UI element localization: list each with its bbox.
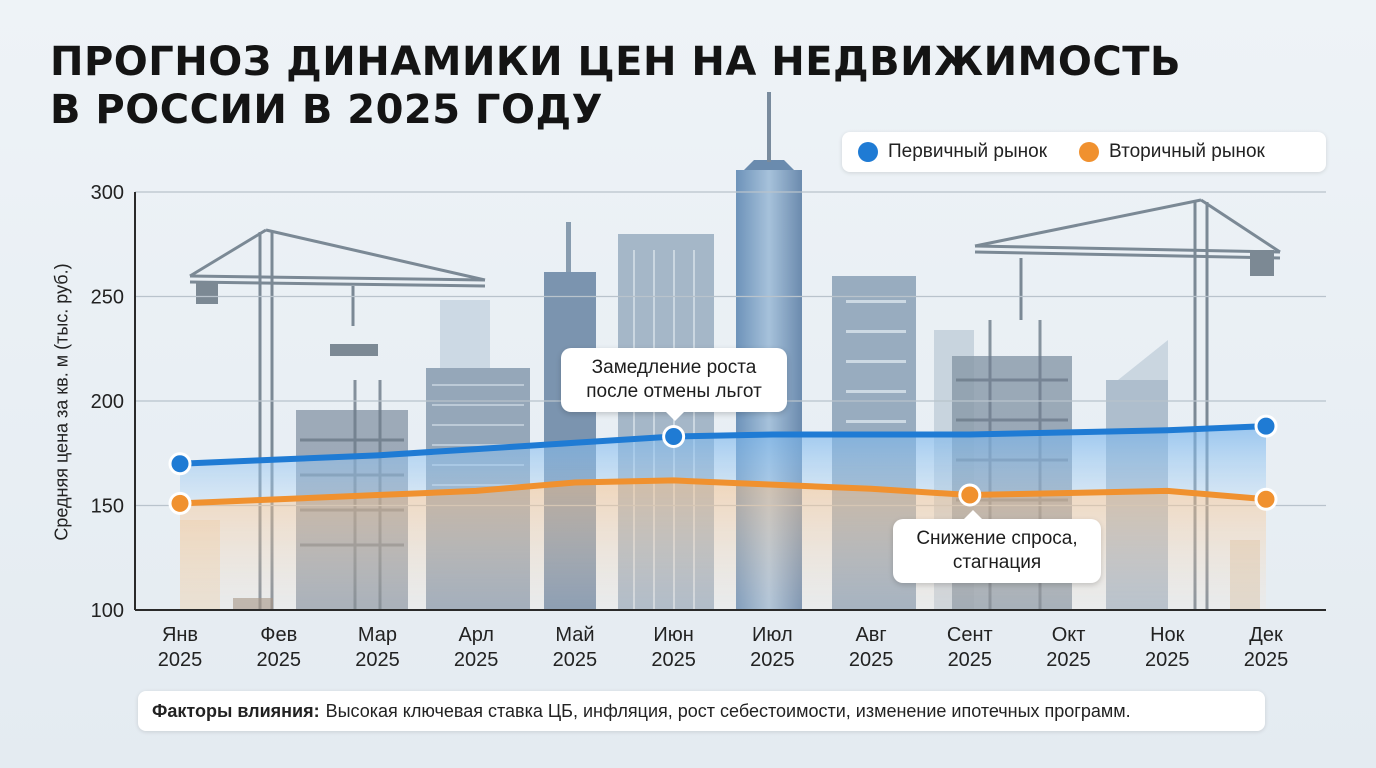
series-lines bbox=[168, 414, 1278, 515]
y-tick-label: 150 bbox=[91, 496, 124, 518]
x-tick-label: Авг 2025 bbox=[849, 624, 894, 671]
y-tick-label: 300 bbox=[91, 182, 124, 204]
x-tick-label: Июл 2025 bbox=[750, 624, 795, 671]
y-tick-label: 200 bbox=[91, 391, 124, 413]
callout-slowdown-line-2: после отмены льгот bbox=[586, 381, 762, 402]
callout-stagnation: Снижение спроса, стагнация bbox=[893, 510, 1101, 583]
x-tick-label: Мар 2025 bbox=[355, 624, 400, 671]
data-point-secondary bbox=[168, 491, 192, 515]
data-point-secondary bbox=[1254, 487, 1278, 511]
x-tick-label: Окт 2025 bbox=[1046, 624, 1091, 671]
x-tick-label: Июн 2025 bbox=[651, 624, 696, 671]
factors-label: Факторы влияния: bbox=[152, 700, 320, 721]
callout-slowdown: Замедление роста после отмены льгот bbox=[561, 348, 787, 421]
series-line-secondary bbox=[177, 477, 1269, 507]
y-axis: 100 150 200 250 300 bbox=[91, 182, 136, 622]
legend-item-secondary: Вторичный рынок bbox=[1079, 141, 1265, 163]
page-title: ПРОГНОЗ ДИНАМИКИ ЦЕН НА НЕДВИЖИМОСТЬ В Р… bbox=[50, 38, 1181, 134]
callout-stagnation-line-1: Снижение спроса, bbox=[916, 528, 1078, 549]
x-tick-label: Арл 2025 bbox=[454, 624, 499, 671]
title-line-2: В РОССИИ В 2025 ГОДУ bbox=[50, 87, 603, 133]
chart-legend: Первичный рынок Вторичный рынок bbox=[842, 132, 1326, 172]
x-axis: Янв 2025 Фев 2025 Мар 2025 Арл 2025 Май 2025 Июн 20… bbox=[135, 609, 1326, 671]
secondary-area bbox=[180, 480, 1266, 610]
factors-box: Факторы влияния: Высокая ключевая ставка… bbox=[138, 691, 1265, 731]
legend-secondary-label: Вторичный рынок bbox=[1109, 141, 1265, 162]
x-tick-label: Янв 2025 bbox=[158, 624, 203, 671]
y-tick-label: 100 bbox=[91, 600, 124, 622]
callout-slowdown-line-1: Замедление роста bbox=[591, 357, 757, 378]
x-tick-label: Фев 2025 bbox=[256, 624, 301, 671]
data-point-secondary bbox=[958, 483, 982, 507]
x-tick-label: Сент 2025 bbox=[947, 624, 993, 671]
series-line-primary bbox=[177, 423, 1269, 467]
x-tick-label: Май 2025 bbox=[553, 624, 598, 671]
callout-stagnation-line-2: стагнация bbox=[952, 552, 1042, 573]
data-point-primary bbox=[1254, 414, 1278, 438]
factors-text: Высокая ключевая ставка ЦБ, инфляция, ро… bbox=[325, 700, 1131, 721]
primary-secondary-band bbox=[180, 426, 1266, 504]
legend-primary-label: Первичный рынок bbox=[888, 141, 1048, 162]
x-tick-label: Нок 2025 bbox=[1145, 624, 1190, 671]
y-axis-label: Средняя цена за кв. м (тыс. руб.) bbox=[51, 263, 72, 541]
data-point-primary bbox=[662, 425, 686, 449]
legend-item-primary: Первичный рынок bbox=[858, 141, 1047, 163]
data-point-primary bbox=[168, 452, 192, 476]
legend-secondary-swatch bbox=[1079, 142, 1100, 162]
title-line-1: ПРОГНОЗ ДИНАМИКИ ЦЕН НА НЕДВИЖИМОСТЬ bbox=[50, 39, 1181, 85]
y-tick-label: 250 bbox=[91, 287, 124, 309]
legend-primary-swatch bbox=[858, 142, 878, 162]
x-tick-label: Дек 2025 bbox=[1244, 624, 1289, 671]
